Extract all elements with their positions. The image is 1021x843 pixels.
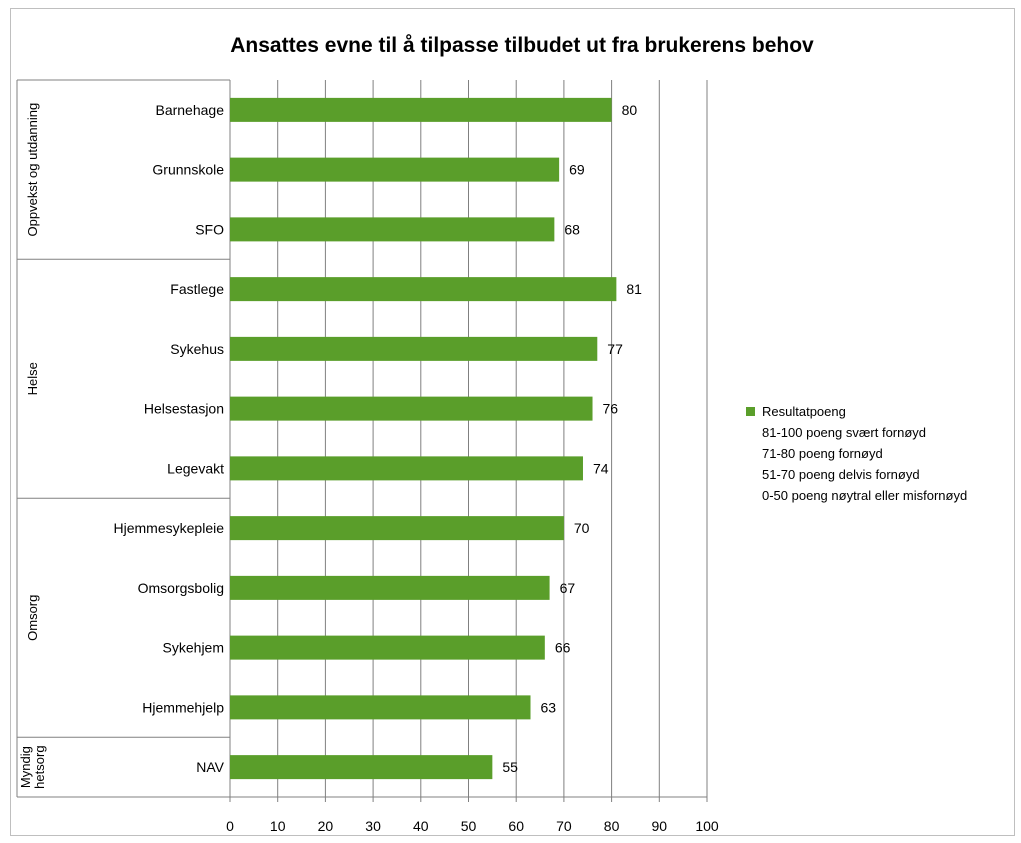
x-tick-label: 70 <box>556 818 572 834</box>
x-tick-label: 100 <box>695 818 719 834</box>
x-tick-label: 0 <box>226 818 234 834</box>
x-tick-label: 30 <box>365 818 381 834</box>
group-label: Omsorg <box>25 595 40 641</box>
category-label: Hjemmesykepleie <box>114 520 225 536</box>
category-label: Barnehage <box>155 102 224 118</box>
bar <box>230 97 612 122</box>
category-label: Legevakt <box>167 460 224 476</box>
data-label: 77 <box>607 341 623 357</box>
x-tick-label: 50 <box>461 818 477 834</box>
data-label: 81 <box>626 281 642 297</box>
bar <box>230 277 617 302</box>
category-label: Fastlege <box>170 281 224 297</box>
group-label: hetsorg <box>32 745 47 788</box>
category-label: SFO <box>195 221 224 237</box>
x-tick-label: 20 <box>318 818 334 834</box>
data-label: 68 <box>564 221 580 237</box>
chart-title: Ansattes evne til å tilpasse tilbudet ut… <box>230 34 814 57</box>
category-label: Hjemmehjelp <box>142 699 224 715</box>
legend-note: 51-70 poeng delvis fornøyd <box>762 467 920 482</box>
bar <box>230 336 598 361</box>
legend-note: 81-100 poeng svært fornøyd <box>762 425 926 440</box>
category-label: Omsorgsbolig <box>138 580 224 596</box>
data-label: 80 <box>622 102 638 118</box>
bar <box>230 516 564 541</box>
data-label: 69 <box>569 162 585 178</box>
category-label: NAV <box>196 759 224 775</box>
data-label: 67 <box>560 580 576 596</box>
bar <box>230 157 560 182</box>
data-label: 70 <box>574 520 590 536</box>
bar <box>230 396 593 421</box>
data-label: 66 <box>555 640 571 656</box>
bar <box>230 217 555 242</box>
x-tick-label: 10 <box>270 818 286 834</box>
data-label: 63 <box>541 699 557 715</box>
category-label: Sykehjem <box>163 640 224 656</box>
bar <box>230 635 545 660</box>
bar <box>230 575 550 600</box>
data-label: 76 <box>603 401 619 417</box>
category-label: Grunnskole <box>152 162 224 178</box>
group-label: Myndig <box>18 746 33 788</box>
legend-note: 71-80 poeng fornøyd <box>762 446 883 461</box>
group-label: Oppvekst og utdanning <box>25 103 40 237</box>
data-label: 74 <box>593 460 609 476</box>
bar <box>230 456 583 481</box>
x-tick-label: 80 <box>604 818 620 834</box>
category-label: Helsestasjon <box>144 401 224 417</box>
bar <box>230 695 531 720</box>
data-label: 55 <box>502 759 518 775</box>
legend-series-name: Resultatpoeng <box>762 404 846 419</box>
legend-note: 0-50 poeng nøytral eller misfornøyd <box>762 488 967 503</box>
category-label: Sykehus <box>170 341 224 357</box>
x-tick-label: 40 <box>413 818 429 834</box>
group-label: Helse <box>25 362 40 395</box>
legend-swatch <box>746 407 755 416</box>
x-tick-label: 90 <box>652 818 668 834</box>
x-tick-label: 60 <box>508 818 524 834</box>
bar <box>230 755 493 780</box>
